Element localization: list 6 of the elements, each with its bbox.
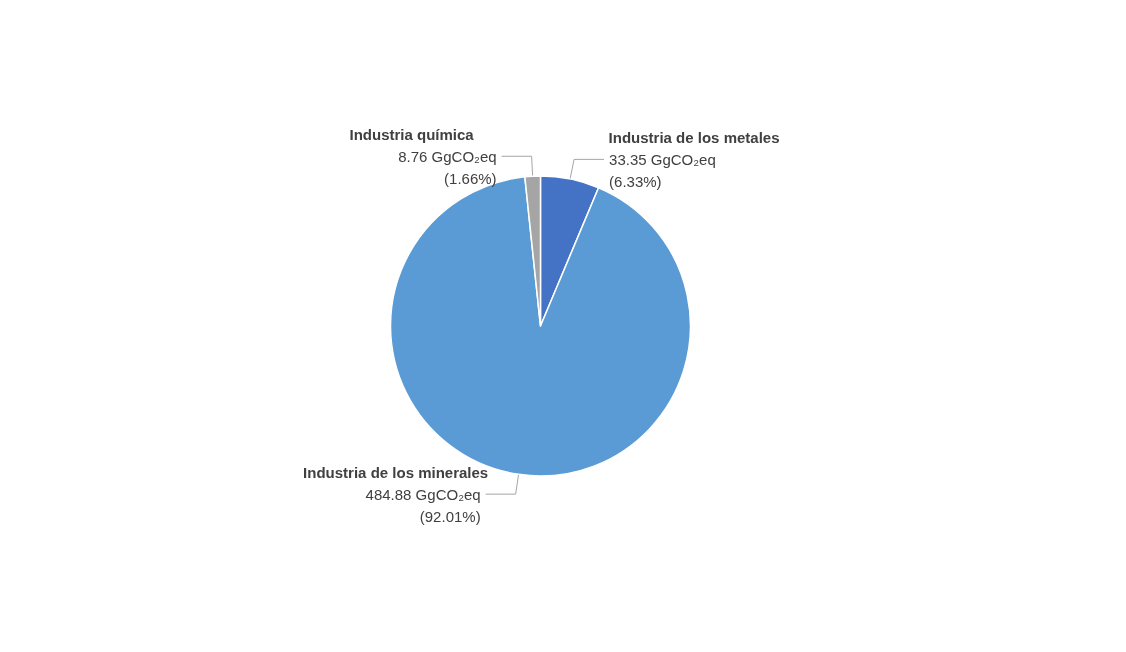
data-label: 33.35 GgCO₂eq (6.33%) [609,150,716,190]
data-label: 8.76 GgCO₂eq (1.66%) [398,147,497,187]
slice-label: Industria de los minerales [303,463,489,481]
slice-label: Industria de los metales [608,128,780,146]
data-label: 484.88 GgCO₂eq (92.01%) [365,485,481,525]
slice-label: Industria química [349,125,475,143]
